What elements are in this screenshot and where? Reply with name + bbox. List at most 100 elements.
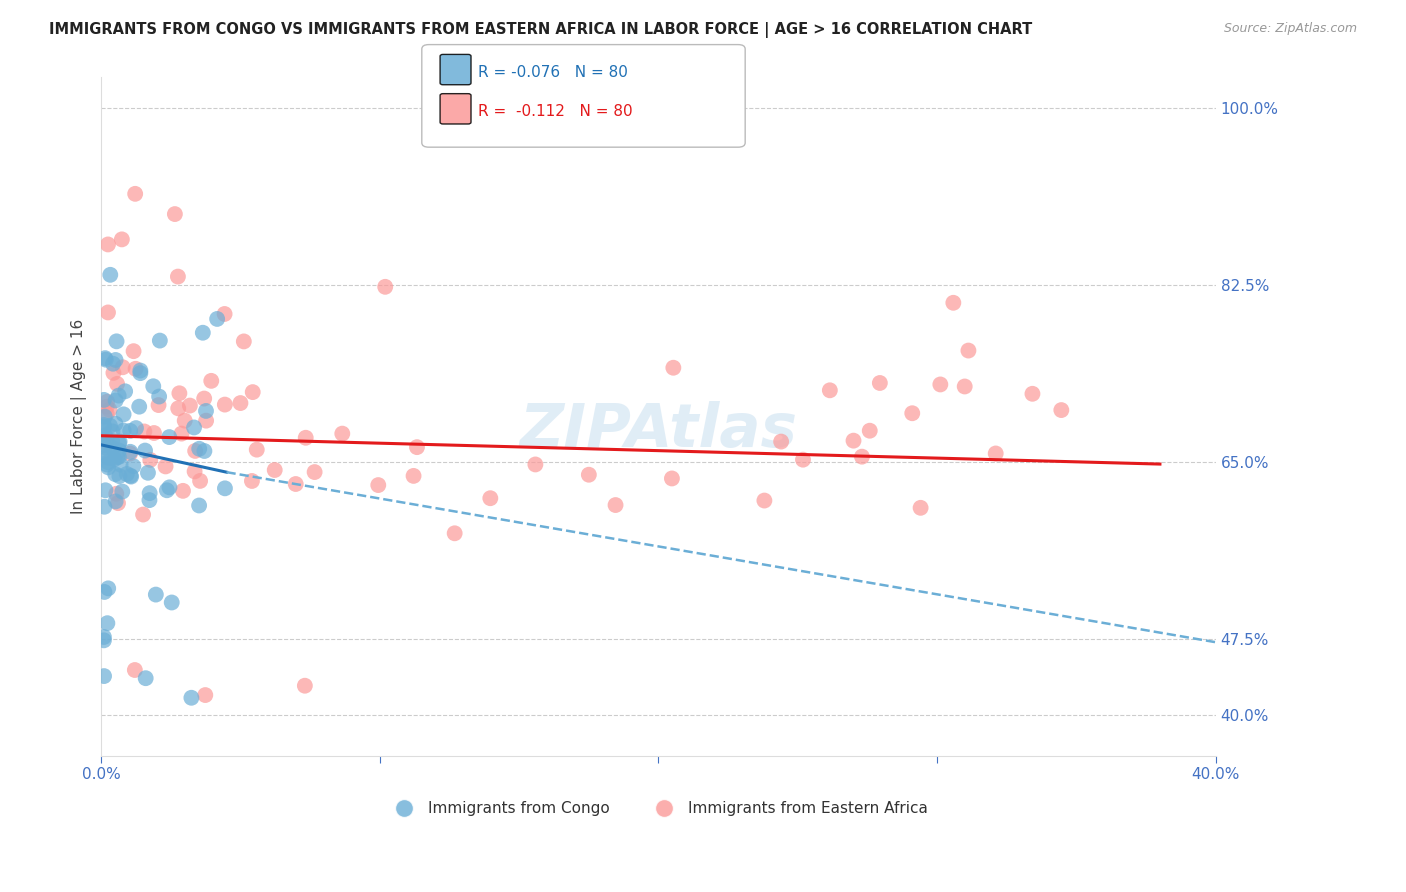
Point — [108, 434, 131, 449]
Point — [170, 426, 193, 441]
Point — [139, 453, 162, 467]
Point — [191, 326, 214, 340]
Point — [149, 334, 172, 348]
Point — [605, 498, 627, 512]
Point — [101, 434, 124, 448]
Point — [200, 374, 222, 388]
Point — [443, 526, 465, 541]
Point — [157, 430, 180, 444]
Point — [94, 428, 117, 442]
Point — [120, 468, 142, 483]
Point — [93, 419, 115, 434]
Point — [93, 438, 115, 452]
Point — [929, 377, 952, 392]
Point — [111, 484, 134, 499]
Point — [195, 414, 218, 428]
Point — [578, 467, 600, 482]
Point — [96, 400, 118, 414]
Point — [114, 384, 136, 399]
Point — [104, 393, 127, 408]
Point — [103, 452, 125, 467]
Point — [406, 440, 429, 454]
Point — [172, 483, 194, 498]
Point — [98, 418, 121, 433]
Point — [367, 478, 389, 492]
Point — [284, 477, 307, 491]
Point — [1021, 386, 1043, 401]
Point — [105, 334, 128, 349]
Point — [103, 366, 125, 380]
Point — [104, 417, 127, 431]
Point — [122, 344, 145, 359]
Point — [195, 404, 218, 418]
Point — [96, 458, 118, 472]
Point — [115, 467, 138, 481]
Point — [128, 400, 150, 414]
Point — [94, 352, 117, 367]
Point — [97, 455, 120, 469]
Point — [94, 440, 117, 454]
Point — [112, 424, 135, 438]
Point — [167, 269, 190, 284]
Point — [98, 402, 121, 417]
Point — [94, 351, 117, 365]
Point — [134, 443, 156, 458]
Point — [122, 459, 145, 474]
Point — [97, 460, 120, 475]
Point — [112, 408, 135, 422]
Point — [93, 633, 115, 648]
Point — [183, 464, 205, 478]
Point — [842, 434, 865, 448]
Point — [93, 433, 115, 447]
Point — [214, 481, 236, 495]
Point — [93, 417, 115, 432]
Point — [108, 450, 131, 464]
Point — [94, 483, 117, 498]
Point — [402, 469, 425, 483]
Point — [93, 500, 115, 514]
Point — [148, 390, 170, 404]
Point — [107, 388, 129, 402]
Point — [93, 392, 115, 407]
Point — [93, 669, 115, 683]
Text: ZIPAtlas: ZIPAtlas — [519, 401, 797, 459]
Point — [205, 312, 228, 326]
Point — [179, 399, 201, 413]
Point — [124, 186, 146, 201]
Point — [129, 366, 152, 380]
Point — [105, 376, 128, 391]
Point — [180, 690, 202, 705]
Point — [97, 450, 120, 465]
Point — [101, 357, 124, 371]
Point — [169, 386, 191, 401]
Point — [104, 494, 127, 508]
Point — [105, 450, 128, 464]
Point — [662, 360, 685, 375]
Point — [294, 431, 316, 445]
Point — [188, 499, 211, 513]
Point — [188, 442, 211, 456]
Text: Source: ZipAtlas.com: Source: ZipAtlas.com — [1223, 22, 1357, 36]
Point — [167, 401, 190, 416]
Point — [108, 436, 131, 450]
Point — [111, 360, 134, 375]
Point — [792, 452, 814, 467]
Point — [93, 630, 115, 644]
Point — [240, 474, 263, 488]
Point — [246, 442, 269, 457]
Point — [818, 384, 841, 398]
Y-axis label: In Labor Force | Age > 16: In Labor Force | Age > 16 — [72, 318, 87, 514]
Point — [479, 491, 502, 506]
Point — [953, 379, 976, 393]
Text: IMMIGRANTS FROM CONGO VS IMMIGRANTS FROM EASTERN AFRICA IN LABOR FORCE | AGE > 1: IMMIGRANTS FROM CONGO VS IMMIGRANTS FROM… — [49, 22, 1032, 38]
Point — [104, 353, 127, 368]
Point — [984, 446, 1007, 460]
Point — [125, 421, 148, 435]
Point — [97, 582, 120, 596]
Point — [129, 363, 152, 377]
Point — [120, 445, 142, 459]
Point — [124, 361, 146, 376]
Point — [193, 444, 215, 458]
Point — [101, 441, 124, 455]
Point — [183, 420, 205, 434]
